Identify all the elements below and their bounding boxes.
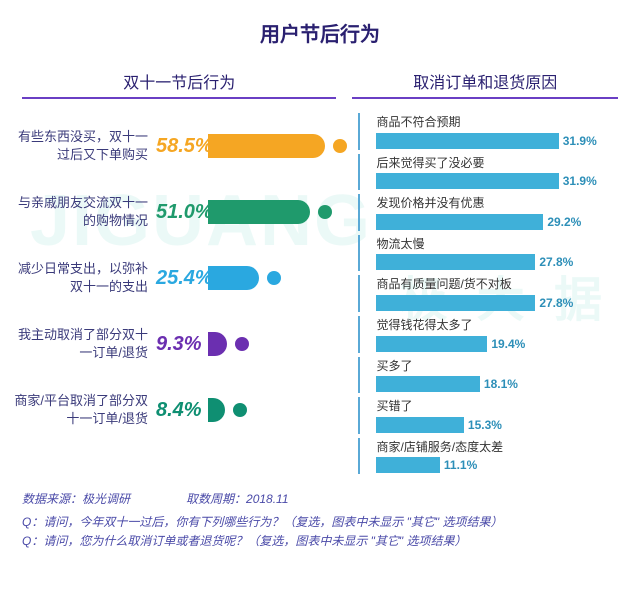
left-bar-label: 有些东西没买，双十一过后又下单购买 bbox=[14, 128, 154, 163]
right-bar-row: 物流太慢27.8% bbox=[358, 235, 626, 272]
right-bar-track: 11.1% bbox=[376, 456, 616, 474]
left-bar-dot bbox=[233, 403, 247, 417]
right-bar bbox=[376, 417, 463, 433]
right-bar-value: 31.9% bbox=[559, 174, 597, 188]
footer-q1: Q：请问，今年双十一过后，你有下列哪些行为？（复选，图表中未显示 "其它" 选项… bbox=[22, 513, 618, 532]
right-bar-row: 商品不符合预期 31.9% bbox=[358, 113, 626, 150]
right-bar-track: 18.1% bbox=[376, 375, 616, 393]
left-bar-value: 25.4% bbox=[154, 267, 208, 290]
left-bar-row: 商家/平台取消了部分双十一订单/退货8.4% bbox=[14, 377, 344, 443]
left-bar-track bbox=[208, 398, 344, 422]
right-bar bbox=[376, 457, 439, 473]
left-bar-value: 9.3% bbox=[154, 333, 208, 356]
right-bar-row: 发现价格并没有优惠 29.2% bbox=[358, 194, 626, 231]
right-bars: 商品不符合预期31.9%后来觉得买了没必要31.9%发现价格并没有优惠29.2%… bbox=[344, 113, 626, 474]
right-bar bbox=[376, 214, 543, 230]
left-bar-label: 我主动取消了部分双十一订单/退货 bbox=[14, 326, 154, 361]
left-chart-title: 双十一节后行为 bbox=[22, 63, 336, 99]
right-bar-label: 后来觉得买了没必要 bbox=[376, 156, 616, 173]
left-bar bbox=[208, 398, 225, 422]
data-period: 取数周期：2018.11 bbox=[186, 490, 289, 509]
left-bar-dot bbox=[333, 139, 347, 153]
left-bar bbox=[208, 134, 325, 158]
left-bar bbox=[208, 200, 310, 224]
right-bar bbox=[376, 376, 479, 392]
left-bar-value: 51.0% bbox=[154, 201, 208, 224]
right-bar-label: 觉得钱花得太多了 bbox=[376, 318, 616, 335]
charts-container: 双十一节后行为 有些东西没买，双十一过后又下单购买58.5%与亲戚朋友交流双十一… bbox=[0, 53, 640, 478]
right-bar-row: 觉得钱花得太多了 19.4% bbox=[358, 316, 626, 353]
left-bar bbox=[208, 266, 259, 290]
right-chart-title: 取消订单和退货原因 bbox=[352, 63, 618, 99]
right-bar-track: 19.4% bbox=[376, 335, 616, 353]
right-bar-label: 发现价格并没有优惠 bbox=[376, 196, 616, 213]
footer: 数据来源：极光调研 取数周期：2018.11 Q：请问，今年双十一过后，你有下列… bbox=[0, 478, 640, 550]
right-bar-row: 买错了 15.3% bbox=[358, 397, 626, 434]
right-bar-value: 11.1% bbox=[440, 458, 477, 472]
right-bar bbox=[376, 173, 558, 189]
right-bar-row: 商品有质量问题/货不对板 27.8% bbox=[358, 275, 626, 312]
left-bar-label: 减少日常支出，以弥补双十一的支出 bbox=[14, 260, 154, 295]
right-bar-value: 19.4% bbox=[487, 337, 525, 351]
right-bar-track: 31.9% bbox=[376, 172, 616, 190]
right-bar-value: 29.2% bbox=[543, 215, 581, 229]
right-bar bbox=[376, 295, 535, 311]
right-bar-label: 买多了 bbox=[376, 359, 616, 376]
right-bar-value: 27.8% bbox=[535, 255, 573, 269]
left-bar-value: 58.5% bbox=[154, 135, 208, 158]
left-bar-track bbox=[208, 134, 344, 158]
left-bar bbox=[208, 332, 227, 356]
right-bar-track: 15.3% bbox=[376, 416, 616, 434]
left-bar-dot bbox=[235, 337, 249, 351]
left-bar-row: 减少日常支出，以弥补双十一的支出25.4% bbox=[14, 245, 344, 311]
right-bar-value: 31.9% bbox=[559, 134, 597, 148]
footer-q2: Q：请问，您为什么取消订单或者退货呢？（复选，图表中未显示 "其它" 选项结果） bbox=[22, 532, 618, 551]
right-bar-label: 买错了 bbox=[376, 399, 616, 416]
right-bar-label: 物流太慢 bbox=[376, 237, 616, 254]
left-bar-value: 8.4% bbox=[154, 399, 208, 422]
right-bar-track: 31.9% bbox=[376, 132, 616, 150]
left-bar-track bbox=[208, 332, 344, 356]
right-bar-value: 27.8% bbox=[535, 296, 573, 310]
left-bar-track bbox=[208, 266, 344, 290]
data-source: 数据来源：极光调研 bbox=[22, 490, 130, 509]
right-bar-row: 买多了18.1% bbox=[358, 357, 626, 394]
right-bar-row: 商家/店铺服务/态度太差11.1% bbox=[358, 438, 626, 475]
left-bar-label: 商家/平台取消了部分双十一订单/退货 bbox=[14, 392, 154, 427]
left-bar-row: 有些东西没买，双十一过后又下单购买58.5% bbox=[14, 113, 344, 179]
left-bar-label: 与亲戚朋友交流双十一的购物情况 bbox=[14, 194, 154, 229]
right-bar-label: 商品有质量问题/货不对板 bbox=[376, 277, 616, 294]
right-bar-label: 商品不符合预期 bbox=[376, 115, 616, 132]
left-bar-dot bbox=[267, 271, 281, 285]
left-bar-track bbox=[208, 200, 344, 224]
right-bar-track: 29.2% bbox=[376, 213, 616, 231]
left-bars: 有些东西没买，双十一过后又下单购买58.5%与亲戚朋友交流双十一的购物情况51.… bbox=[14, 113, 344, 443]
right-bar-label: 商家/店铺服务/态度太差 bbox=[376, 440, 616, 457]
right-bar-value: 15.3% bbox=[464, 418, 502, 432]
right-chart: 取消订单和退货原因 商品不符合预期31.9%后来觉得买了没必要31.9%发现价格… bbox=[344, 53, 626, 478]
right-bar-row: 后来觉得买了没必要31.9% bbox=[358, 154, 626, 191]
left-chart: 双十一节后行为 有些东西没买，双十一过后又下单购买58.5%与亲戚朋友交流双十一… bbox=[14, 53, 344, 478]
left-bar-row: 与亲戚朋友交流双十一的购物情况51.0% bbox=[14, 179, 344, 245]
right-bar-value: 18.1% bbox=[480, 377, 518, 391]
right-bar bbox=[376, 133, 558, 149]
right-bar-track: 27.8% bbox=[376, 294, 616, 312]
left-bar-row: 我主动取消了部分双十一订单/退货9.3% bbox=[14, 311, 344, 377]
page-title: 用户节后行为 bbox=[0, 0, 640, 53]
right-bar bbox=[376, 254, 535, 270]
right-bar-track: 27.8% bbox=[376, 253, 616, 271]
right-bar bbox=[376, 336, 487, 352]
left-bar-dot bbox=[318, 205, 332, 219]
